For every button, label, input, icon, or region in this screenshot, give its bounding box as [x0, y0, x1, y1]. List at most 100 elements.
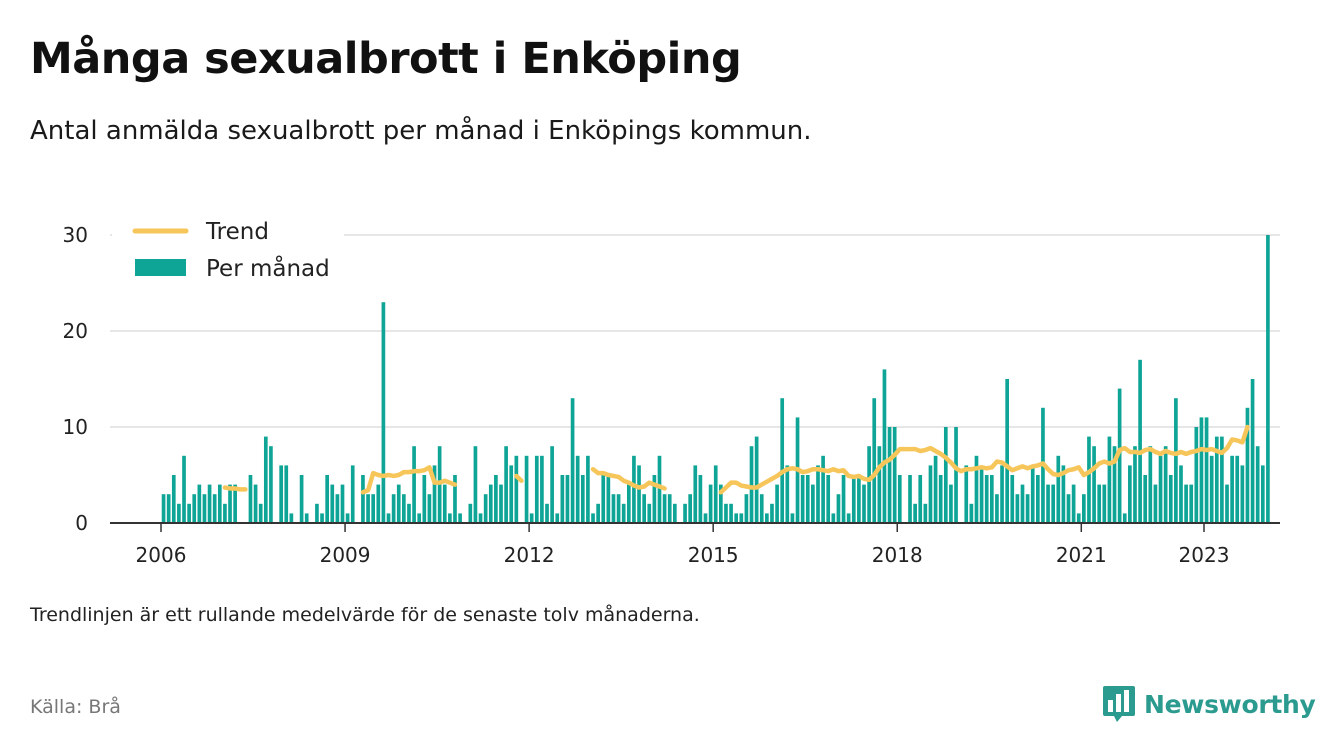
bar [376, 484, 381, 523]
bar [933, 455, 938, 523]
bar [805, 475, 810, 523]
bar [616, 494, 621, 523]
bar [412, 446, 416, 523]
bar [1122, 513, 1127, 523]
x-tick-label: 2021 [1056, 543, 1107, 567]
bar [448, 513, 452, 523]
x-tick-label: 2023 [1179, 543, 1230, 567]
bar [918, 475, 923, 523]
bar [1000, 465, 1004, 523]
bar [335, 494, 340, 523]
bar [580, 475, 585, 523]
bar [473, 446, 478, 523]
bar [1056, 455, 1061, 523]
bar [601, 475, 606, 523]
bar [1061, 465, 1066, 523]
bar [749, 446, 754, 523]
bar [683, 503, 687, 523]
bar [171, 475, 176, 523]
bar [217, 484, 222, 523]
bar [693, 465, 698, 523]
bar [371, 494, 376, 523]
y-tick-label: 20 [63, 319, 88, 343]
bar [621, 503, 626, 523]
bar [708, 484, 713, 523]
bar [826, 475, 831, 523]
bar [1240, 465, 1245, 523]
x-tick-label: 2012 [504, 543, 555, 567]
bar [166, 494, 171, 523]
bar [427, 494, 432, 523]
bar [897, 475, 902, 523]
bar [182, 455, 186, 523]
trend-line [360, 465, 458, 495]
bar [765, 513, 769, 523]
bar [1128, 465, 1132, 523]
bar [248, 475, 253, 523]
bar [626, 484, 631, 523]
bar [800, 475, 805, 523]
bar [422, 475, 427, 523]
bar [570, 398, 575, 523]
bar [1082, 494, 1086, 523]
bar [877, 446, 882, 523]
bar [1025, 494, 1030, 523]
y-tick-label: 0 [75, 511, 88, 535]
bar [478, 513, 483, 523]
bar [417, 513, 422, 523]
bar [974, 455, 979, 523]
bar [586, 455, 590, 523]
bar [575, 455, 580, 523]
source-label: Källa: Brå [30, 696, 121, 718]
bar [1046, 484, 1050, 523]
bar [647, 503, 652, 523]
trend-series [222, 424, 1250, 495]
bar [555, 513, 560, 523]
x-axis: 2006 2009 2012 2015 2018 2021 2023 [110, 522, 1280, 567]
legend-label-trend: Trend [205, 219, 269, 245]
bar [391, 494, 396, 523]
bar [1189, 484, 1194, 523]
brand-logo[interactable]: Newsworthy [1102, 682, 1316, 726]
bar [780, 398, 785, 523]
bar [938, 475, 943, 523]
bar [744, 494, 749, 523]
bar [867, 446, 871, 523]
bar [698, 475, 703, 523]
bar [816, 465, 820, 523]
bar [192, 494, 197, 523]
bar [719, 484, 723, 523]
bar [499, 484, 503, 523]
bar [253, 484, 258, 523]
bar [458, 513, 462, 523]
bar [1020, 484, 1025, 523]
bar [887, 427, 892, 523]
bar [284, 465, 289, 523]
bar [770, 503, 774, 523]
bar [345, 513, 350, 523]
bar [381, 302, 386, 523]
bar [340, 484, 345, 523]
bar [662, 494, 667, 523]
bar [754, 436, 759, 523]
bar [1194, 427, 1199, 523]
bar [1184, 484, 1188, 523]
bar [969, 503, 974, 523]
bar [688, 494, 693, 523]
bar [1153, 484, 1158, 523]
trend-line [590, 466, 667, 491]
bar [442, 484, 447, 523]
bar [1168, 475, 1173, 523]
bar [304, 513, 309, 523]
bar [1112, 446, 1117, 523]
bar [223, 503, 227, 523]
bar [540, 455, 544, 523]
bar [504, 446, 508, 523]
trend-line [718, 424, 1250, 495]
bar [1214, 436, 1219, 523]
bar [1092, 446, 1096, 523]
bar [632, 455, 636, 523]
bar [529, 513, 534, 523]
bar-series [161, 235, 1270, 523]
bar [1235, 455, 1240, 523]
